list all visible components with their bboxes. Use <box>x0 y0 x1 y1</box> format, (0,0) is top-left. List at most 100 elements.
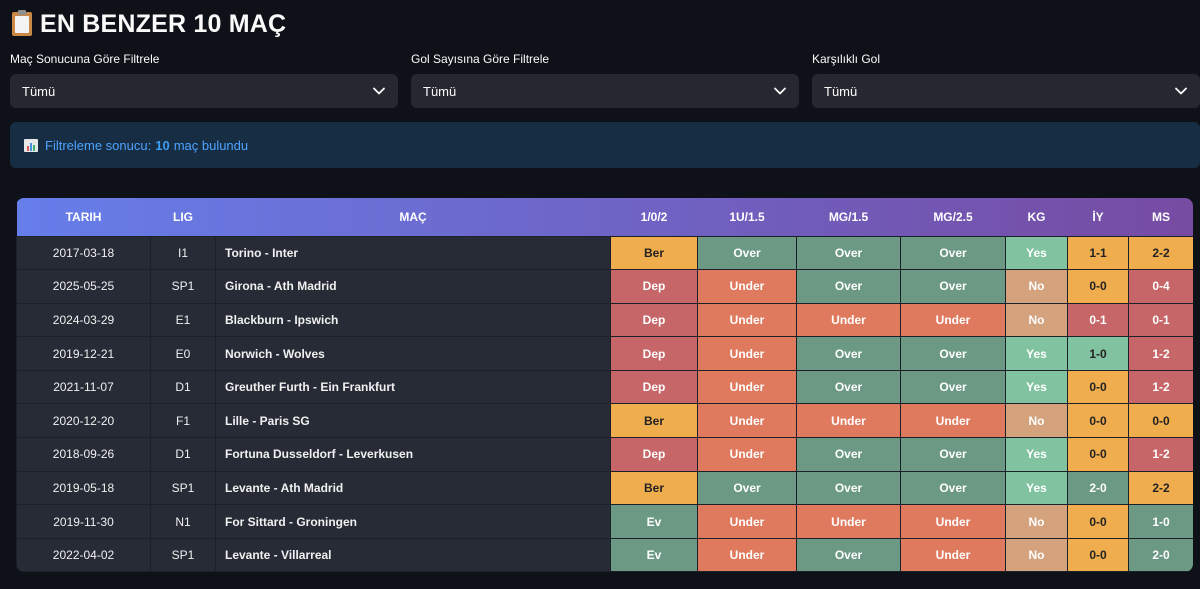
col-header-102[interactable]: 1/0/2 <box>640 209 668 224</box>
cell-halftime: 0-1 <box>1067 302 1129 338</box>
cell-fulltime: 1-2 <box>1128 369 1193 405</box>
table-row[interactable]: 2019-11-30 N1 For Sittard - Groningen Ev Und… <box>16 504 1193 539</box>
cell-match: Norwich - Wolves <box>215 336 611 371</box>
bar-chart-icon <box>24 138 38 152</box>
cell-halftime: 0-0 <box>1067 269 1129 304</box>
cell-mg25: Under <box>900 403 1006 439</box>
col-header-u15[interactable]: 1U/1.5 <box>729 209 765 224</box>
cell-date: 2022-04-02 <box>16 537 151 573</box>
table-row[interactable]: 2024-03-29 E1 Blackburn - Ipswich Dep Under U… <box>16 302 1193 338</box>
cell-match: Fortuna Dusseldorf - Leverkusen <box>215 437 611 472</box>
cell-date: 2019-05-18 <box>16 470 151 506</box>
btts-filter-select[interactable]: Tümü <box>812 74 1200 108</box>
cell-mg15: Over <box>796 470 901 506</box>
cell-halftime: 2-0 <box>1067 470 1129 506</box>
cell-match: Levante - Villarreal <box>215 537 611 573</box>
table-row[interactable]: 2019-12-21 E0 Norwich - Wolves Dep Under Over… <box>16 336 1193 371</box>
cell-mg25: Under <box>900 504 1006 539</box>
cell-date: 2019-11-30 <box>16 504 151 539</box>
table-row[interactable]: 2025-05-25 SP1 Girona - Ath Madrid Dep Under… <box>16 269 1193 304</box>
col-header-mg15[interactable]: MG/1.5 <box>828 209 869 224</box>
cell-league: N1 <box>150 504 216 539</box>
cell-result-102: Dep <box>610 336 698 371</box>
cell-u15: Under <box>697 302 797 338</box>
table-row[interactable]: 2021-11-07 D1 Greuther Furth - Ein Frankfu… <box>16 369 1193 405</box>
cell-u15: Over <box>697 235 797 271</box>
cell-mg15: Under <box>796 403 901 439</box>
chevron-down-icon <box>773 84 787 98</box>
table-row[interactable]: 2019-05-18 SP1 Levante - Ath Madrid Ber Over… <box>16 470 1193 506</box>
goal-filter-select[interactable]: Tümü <box>411 74 799 108</box>
col-header-date[interactable]: TARIH <box>65 209 102 224</box>
cell-fulltime: 0-1 <box>1128 302 1193 338</box>
cell-date: 2021-11-07 <box>16 369 151 405</box>
cell-result-102: Ev <box>610 504 698 539</box>
cell-match: For Sittard - Groningen <box>215 504 611 539</box>
col-header-league[interactable]: LIG <box>173 209 193 224</box>
cell-result-102: Dep <box>610 369 698 405</box>
col-header-iy[interactable]: İY <box>1092 209 1104 224</box>
page-title: EN BENZER 10 MAÇ <box>40 9 287 38</box>
cell-halftime: 0-0 <box>1067 369 1129 405</box>
cell-u15: Under <box>697 369 797 405</box>
cell-result-102: Ev <box>610 537 698 573</box>
page-header: EN BENZER 10 MAÇ <box>12 8 286 40</box>
table-row[interactable]: 2020-12-20 F1 Lille - Paris SG Ber Under Unde… <box>16 403 1193 439</box>
cell-date: 2025-05-25 <box>16 269 151 304</box>
table-row[interactable]: 2022-04-02 SP1 Levante - Villarreal Ev Under… <box>16 537 1193 573</box>
cell-date: 2018-09-26 <box>16 437 151 472</box>
cell-halftime: 0-0 <box>1067 437 1129 472</box>
cell-u15: Under <box>697 269 797 304</box>
cell-halftime: 1-1 <box>1067 235 1129 271</box>
cell-league: F1 <box>150 403 216 439</box>
cell-league: D1 <box>150 369 216 405</box>
cell-kg: Yes <box>1005 235 1068 271</box>
cell-kg: Yes <box>1005 369 1068 405</box>
cell-mg25: Over <box>900 235 1006 271</box>
cell-kg: No <box>1005 537 1068 573</box>
cell-halftime: 1-0 <box>1067 336 1129 371</box>
btts-filter: Karşılıklı Gol Tümü <box>812 52 1200 108</box>
cell-result-102: Ber <box>610 470 698 506</box>
cell-fulltime: 2-0 <box>1128 537 1193 573</box>
cell-league: E0 <box>150 336 216 371</box>
cell-result-102: Dep <box>610 437 698 472</box>
result-filter-value: Tümü <box>22 83 56 99</box>
cell-league: SP1 <box>150 269 216 304</box>
cell-fulltime: 1-2 <box>1128 437 1193 472</box>
btts-filter-label: Karşılıklı Gol <box>812 52 881 66</box>
cell-date: 2020-12-20 <box>16 403 151 439</box>
cell-kg: Yes <box>1005 336 1068 371</box>
goal-filter-label: Gol Sayısına Göre Filtrele <box>411 52 550 66</box>
cell-mg25: Under <box>900 537 1006 573</box>
result-filter-select[interactable]: Tümü <box>10 74 398 108</box>
goal-filter-value: Tümü <box>423 83 457 99</box>
result-filter: Maç Sonucuna Göre Filtrele Tümü <box>10 52 398 108</box>
cell-match: Greuther Furth - Ein Frankfurt <box>215 369 611 405</box>
table-row[interactable]: 2017-03-18 I1 Torino - Inter Ber Over Over Ove… <box>16 235 1193 271</box>
cell-kg: No <box>1005 302 1068 338</box>
cell-fulltime: 2-2 <box>1128 470 1193 506</box>
cell-fulltime: 1-2 <box>1128 336 1193 371</box>
cell-result-102: Dep <box>610 269 698 304</box>
cell-league: SP1 <box>150 537 216 573</box>
cell-mg15: Under <box>796 504 901 539</box>
cell-mg15: Over <box>796 537 901 573</box>
info-prefix: Filtreleme sonucu: <box>45 137 152 153</box>
col-header-kg[interactable]: KG <box>1027 209 1046 224</box>
cell-date: 2019-12-21 <box>16 336 151 371</box>
cell-fulltime: 0-0 <box>1128 403 1193 439</box>
cell-mg25: Over <box>900 336 1006 371</box>
cell-fulltime: 1-0 <box>1128 504 1193 539</box>
cell-u15: Under <box>697 437 797 472</box>
cell-league: I1 <box>150 235 216 271</box>
col-header-mg25[interactable]: MG/2.5 <box>933 209 973 224</box>
col-header-ms[interactable]: MS <box>1152 209 1170 224</box>
info-count: 10 <box>155 137 170 153</box>
cell-halftime: 0-0 <box>1067 504 1129 539</box>
cell-halftime: 0-0 <box>1067 537 1129 573</box>
cell-mg25: Over <box>900 470 1006 506</box>
table-row[interactable]: 2018-09-26 D1 Fortuna Dusseldorf - Leverku… <box>16 437 1193 472</box>
cell-result-102: Dep <box>610 302 698 338</box>
col-header-match[interactable]: MAÇ <box>399 209 427 224</box>
